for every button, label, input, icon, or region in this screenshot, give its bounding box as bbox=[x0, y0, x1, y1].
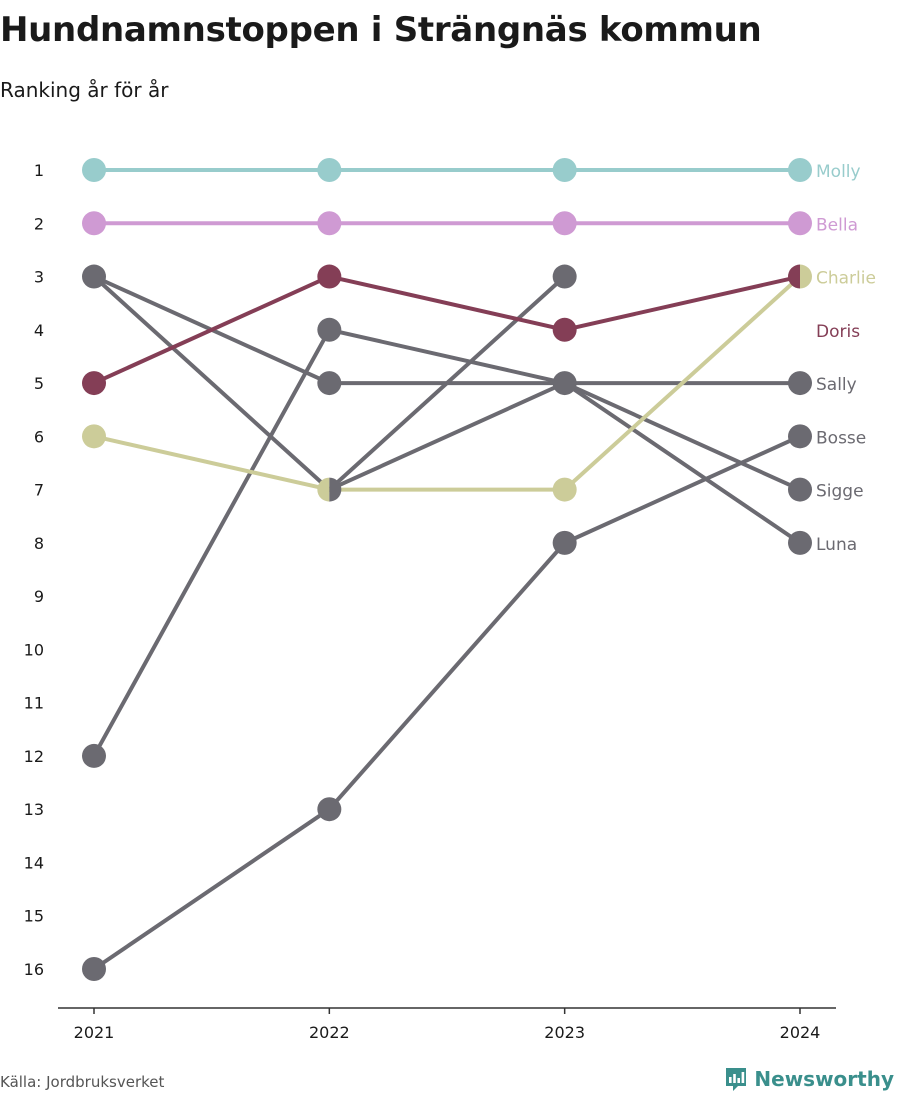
data-point bbox=[552, 211, 577, 236]
data-point bbox=[317, 371, 342, 396]
data-point-half-left bbox=[788, 264, 800, 289]
chart-subtitle: Ranking år för år bbox=[0, 78, 169, 102]
data-point bbox=[788, 211, 812, 236]
source-note: Källa: Jordbruksverket bbox=[0, 1073, 165, 1091]
series-label-sally: Sally bbox=[816, 375, 857, 395]
y-tick-label: 12 bbox=[24, 747, 44, 766]
y-tick-label: 11 bbox=[24, 694, 44, 713]
y-tick-label: 8 bbox=[34, 534, 44, 553]
data-point bbox=[788, 158, 812, 182]
data-point bbox=[317, 264, 342, 289]
series-line-charlie bbox=[92, 274, 802, 492]
data-point bbox=[788, 371, 812, 396]
data-point bbox=[552, 158, 577, 182]
x-tick-label: 2024 bbox=[780, 1023, 821, 1042]
x-tick-label: 2022 bbox=[309, 1023, 350, 1042]
series-label-doris: Doris bbox=[816, 322, 860, 342]
newsworthy-logo-icon bbox=[726, 1068, 747, 1091]
y-tick-label: 14 bbox=[24, 853, 44, 872]
y-tick-label: 2 bbox=[34, 214, 44, 233]
data-point bbox=[552, 317, 577, 342]
series-labels: Molly Bella Sally Luna Sigge Bosse Charlie Dori… bbox=[816, 162, 876, 555]
series-lines bbox=[92, 168, 802, 971]
data-point bbox=[552, 264, 577, 289]
series-label-molly: Molly bbox=[816, 162, 861, 182]
y-tick-label: 10 bbox=[24, 640, 44, 659]
y-tick-label: 15 bbox=[24, 907, 44, 926]
y-tick-label: 13 bbox=[24, 800, 44, 819]
series-line-sigge bbox=[92, 327, 802, 758]
x-tick-label: 2023 bbox=[544, 1023, 585, 1042]
data-point bbox=[82, 264, 106, 289]
data-point bbox=[552, 530, 577, 555]
data-point bbox=[82, 371, 106, 396]
data-point bbox=[317, 211, 342, 236]
y-tick-label: 3 bbox=[34, 268, 44, 287]
data-point bbox=[552, 371, 577, 396]
x-tick-label: 2021 bbox=[74, 1023, 115, 1042]
series-line-okänd bbox=[327, 274, 567, 492]
series-line-bosse bbox=[92, 434, 802, 971]
x-axis: 2021 2022 2023 2024 bbox=[58, 1007, 836, 1042]
y-tick-label: 16 bbox=[24, 960, 44, 979]
series-points bbox=[82, 158, 813, 981]
chart-title: Hundnamnstoppen i Strängnäs kommun bbox=[0, 10, 762, 50]
series-line-doris bbox=[92, 274, 802, 386]
data-point bbox=[82, 424, 106, 449]
data-point bbox=[82, 743, 106, 768]
brand-name: Newsworthy bbox=[754, 1067, 894, 1091]
data-point bbox=[788, 424, 812, 449]
data-point-half-left bbox=[317, 477, 330, 502]
series-label-bella: Bella bbox=[816, 215, 858, 235]
series-line-luna bbox=[92, 274, 802, 545]
y-tick-label: 1 bbox=[34, 161, 44, 180]
data-point bbox=[82, 957, 106, 981]
data-point bbox=[552, 477, 577, 502]
brand-logo[interactable]: Newsworthy bbox=[724, 1066, 894, 1092]
data-point bbox=[82, 158, 106, 182]
data-point bbox=[82, 211, 106, 236]
y-tick-label: 5 bbox=[34, 374, 44, 393]
data-point bbox=[317, 158, 342, 182]
data-point-half-right bbox=[329, 477, 342, 502]
series-label-luna: Luna bbox=[816, 535, 857, 555]
series-line-sally bbox=[92, 274, 802, 386]
series-label-sigge: Sigge bbox=[816, 482, 864, 502]
y-tick-label: 9 bbox=[34, 587, 44, 606]
data-point bbox=[788, 530, 812, 555]
data-point bbox=[788, 477, 812, 502]
data-point-half-right bbox=[800, 264, 813, 289]
series-label-charlie: Charlie bbox=[816, 269, 876, 289]
data-point bbox=[317, 797, 342, 822]
series-label-bosse: Bosse bbox=[816, 428, 866, 448]
data-point bbox=[317, 317, 342, 342]
y-tick-label: 7 bbox=[34, 481, 44, 500]
y-tick-label: 4 bbox=[34, 321, 44, 340]
y-tick-label: 6 bbox=[34, 427, 44, 446]
